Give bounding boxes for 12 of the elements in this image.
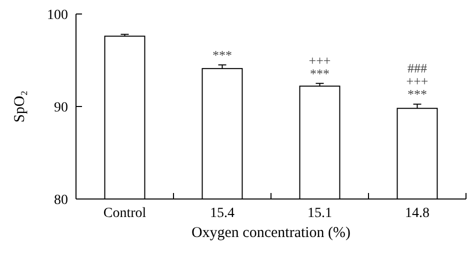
x-tick-label: Control bbox=[103, 206, 146, 221]
x-axis-title: Oxygen concentration (%) bbox=[191, 225, 351, 241]
x-tick-label: 15.4 bbox=[210, 206, 234, 221]
y-tick-label: 80 bbox=[54, 192, 68, 208]
y-tick-label: 90 bbox=[54, 100, 68, 116]
x-tick-label: 15.1 bbox=[308, 206, 332, 221]
annotation: +++ *** bbox=[308, 52, 331, 81]
x-tick-label: 14.8 bbox=[405, 206, 430, 221]
y-axis-title: SpO₂ bbox=[12, 90, 28, 122]
annotation: *** bbox=[212, 47, 232, 62]
annotation: ### +++ *** bbox=[406, 60, 428, 102]
y-tick-label: 100 bbox=[47, 8, 68, 23]
